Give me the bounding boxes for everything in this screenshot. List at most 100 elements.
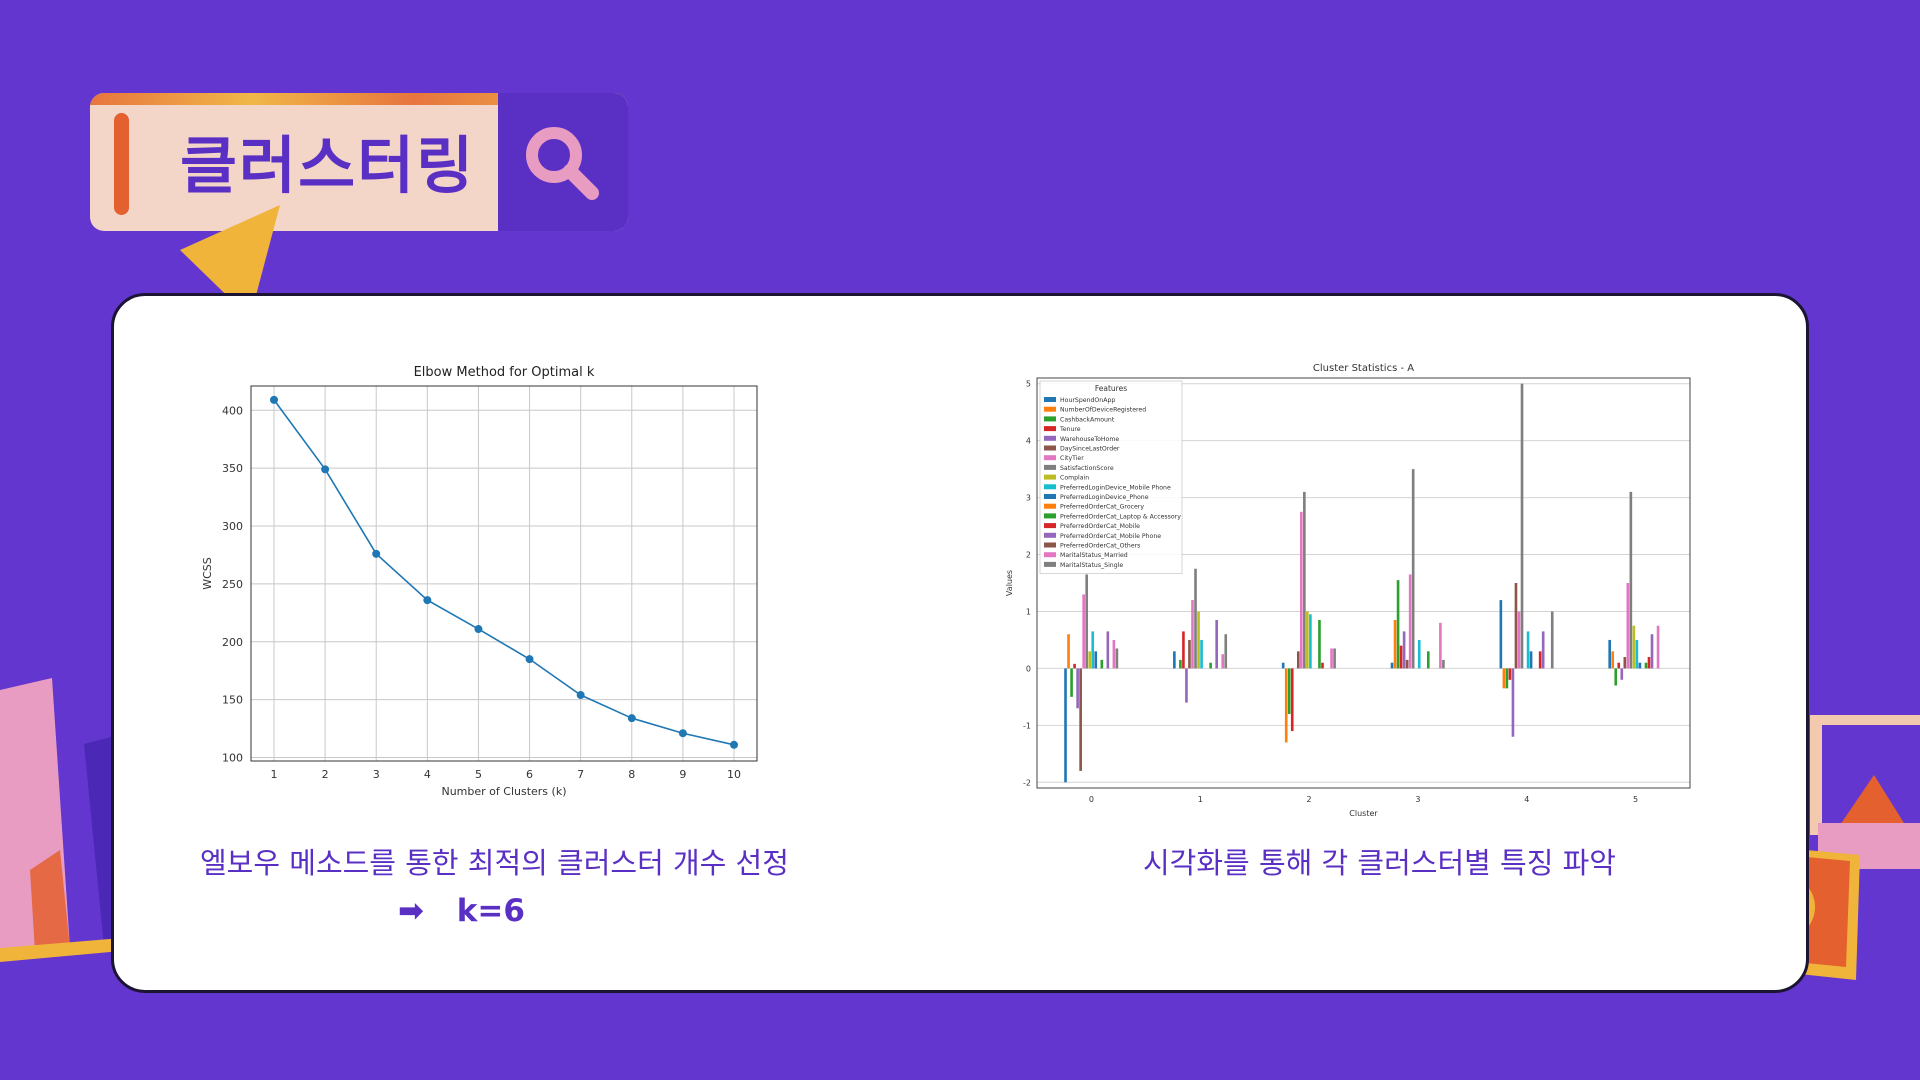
elbow-chart: Elbow Method for Optimal k 1 2 3 4 5 6 7 8 9 10 100… xyxy=(201,365,758,798)
bar xyxy=(1088,651,1092,669)
bar xyxy=(1209,662,1212,669)
legend-label: Complain xyxy=(1060,475,1089,482)
legend-label: SatisfactionScore xyxy=(1060,465,1114,472)
x-tick-label: 6 xyxy=(526,768,533,781)
bar xyxy=(1191,600,1194,669)
legend-label: NumberOfDeviceRegistered xyxy=(1060,407,1146,414)
x-tick-label: 1 xyxy=(1198,795,1203,804)
bar xyxy=(1306,611,1309,669)
k-value: k=6 xyxy=(456,893,525,929)
y-tick-label: 1 xyxy=(1026,607,1031,616)
legend-swatch xyxy=(1044,445,1056,451)
legend-label: CashbackAmount xyxy=(1060,416,1115,423)
x-tick-label: 10 xyxy=(727,768,741,781)
bar xyxy=(1541,631,1545,669)
legend-swatch xyxy=(1044,523,1056,529)
y-tick-label: 5 xyxy=(1026,380,1031,389)
bar xyxy=(1514,583,1518,669)
bar xyxy=(1402,631,1406,669)
bar xyxy=(1550,611,1554,669)
legend-label: MaritalStatus_Single xyxy=(1060,562,1123,569)
bar xyxy=(1188,639,1191,669)
banner-pointer xyxy=(180,205,280,318)
legend-box xyxy=(1039,380,1183,575)
bar xyxy=(1281,662,1285,669)
legend-label: HourSpendOnApp xyxy=(1060,397,1115,404)
bar xyxy=(1405,659,1409,669)
bar xyxy=(1520,383,1524,669)
y-tick-label: 400 xyxy=(222,404,243,417)
x-tick-label: 5 xyxy=(475,768,482,781)
x-tick-label: 8 xyxy=(628,768,635,781)
bar xyxy=(1614,668,1618,686)
legend-label: WarehouseToHome xyxy=(1060,436,1119,443)
search-icon xyxy=(526,127,599,200)
bar xyxy=(1333,648,1336,669)
y-tick-label: 3 xyxy=(1026,494,1031,503)
bar xyxy=(1067,634,1070,669)
x-tick-label: 3 xyxy=(1415,795,1420,804)
x-tick-label: 9 xyxy=(679,768,686,781)
bar xyxy=(1076,668,1079,709)
bar xyxy=(1502,668,1506,689)
bar xyxy=(1426,651,1430,669)
wcss-point xyxy=(678,729,687,738)
content-card xyxy=(111,293,1809,993)
bar xyxy=(1112,639,1116,669)
bar xyxy=(1620,668,1624,680)
bar xyxy=(1182,631,1185,669)
bar xyxy=(1629,491,1633,669)
bar xyxy=(1318,620,1321,669)
wcss-point xyxy=(372,549,381,558)
wcss-point xyxy=(423,596,432,605)
bar xyxy=(1070,668,1073,697)
bar xyxy=(1073,663,1076,669)
legend-label: PreferredOrderCat_Grocery xyxy=(1060,504,1144,511)
y-axis-label: Values xyxy=(1005,570,1014,596)
bar xyxy=(1296,651,1300,669)
legend-label: PreferredOrderCat_Mobile Phone xyxy=(1060,533,1161,540)
y-tick-label: 0 xyxy=(1026,664,1031,673)
legend-label: PreferredLoginDevice_Phone xyxy=(1060,494,1149,501)
bar xyxy=(1408,574,1412,669)
wcss-point xyxy=(270,395,278,404)
legend-title: Features xyxy=(1095,384,1127,393)
bar xyxy=(1330,648,1333,669)
arrow-right-icon: ➡ xyxy=(398,893,424,929)
bar xyxy=(1115,648,1119,669)
x-tick-label: 5 xyxy=(1633,795,1638,804)
bar xyxy=(1091,631,1095,669)
caption-clusters: 시각화를 통해 각 클러스터별 특징 파악 xyxy=(1143,846,1616,880)
x-tick-label: 7 xyxy=(577,768,584,781)
banner-accent-bar xyxy=(114,113,129,215)
x-axis-label: Cluster xyxy=(1349,809,1378,818)
bar xyxy=(1399,645,1403,669)
search-button[interactable] xyxy=(498,93,628,231)
plot-frame xyxy=(250,385,758,762)
bar xyxy=(1411,469,1415,669)
bar xyxy=(1224,634,1228,669)
wcss-line xyxy=(273,399,735,746)
bar xyxy=(1185,668,1188,703)
x-axis-label: Number of Clusters (k) xyxy=(441,785,566,798)
bar xyxy=(1632,625,1636,669)
bar xyxy=(1396,580,1400,669)
bar xyxy=(1499,600,1503,669)
bar xyxy=(1529,651,1533,669)
bar xyxy=(1173,651,1176,669)
bar xyxy=(1082,594,1085,669)
y-tick-label: 2 xyxy=(1026,551,1031,560)
legend-label: PreferredOrderCat_Mobile xyxy=(1060,523,1140,530)
chart-title: Elbow Method for Optimal k xyxy=(414,365,595,380)
y-tick-label: 4 xyxy=(1026,437,1031,446)
y-tick-label: 200 xyxy=(222,636,243,649)
legend-swatch xyxy=(1044,416,1056,422)
caption-elbow: 엘보우 메소드를 통한 최적의 클러스터 개수 선정 xyxy=(200,846,789,880)
wcss-point xyxy=(730,740,738,749)
x-tick-label: 1 xyxy=(271,768,278,781)
bar xyxy=(1439,622,1442,669)
bar xyxy=(1656,625,1660,669)
wcss-point xyxy=(474,625,483,634)
bar xyxy=(1287,668,1291,714)
wcss-point xyxy=(627,714,636,723)
